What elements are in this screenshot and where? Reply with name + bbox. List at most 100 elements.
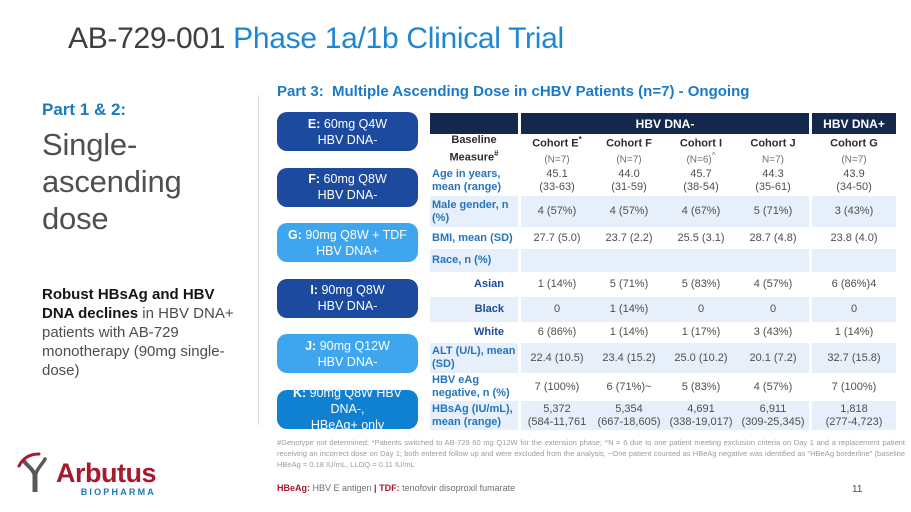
cohort-box-j: J: 90mg Q12W HBV DNA- <box>277 334 418 373</box>
table-cell: 6 (86%)4 <box>831 278 877 290</box>
single-ascending-dose-description: Robust HBsAg and HBV DNA declines in HBV… <box>42 285 242 380</box>
cohort-box-i: I: 90mg Q8W HBV DNA- <box>277 278 418 318</box>
table-cell: 0 <box>812 297 896 322</box>
legend-term-hbeag: HBeAg: <box>277 483 310 493</box>
vertical-divider <box>258 95 259 425</box>
cohort-box-i-line2: HBV DNA- <box>317 299 378 313</box>
table-cell: 5 (71%) <box>609 278 649 290</box>
table-row-race: Race, n (%) <box>430 249 900 272</box>
table-row-race-black: Black 0 1 (14%) 0 0 0 <box>430 297 900 322</box>
table-cell: 6 (71%)~ <box>606 380 652 393</box>
table-cell: 7 (100%) <box>831 380 877 393</box>
table-row-alt: ALT (U/L), mean (SD) 22.4 (10.5) 23.4 (1… <box>430 343 900 373</box>
group-header-empty <box>430 113 518 134</box>
table-cell: 5 (83%) <box>681 278 721 290</box>
single-ascending-dose-heading: Single- ascending dose <box>42 127 182 236</box>
table-cell: 25.5 (3.1) <box>677 231 725 244</box>
table-cell <box>593 249 665 272</box>
table-cell: 1,818 (277-4,723) <box>812 401 896 430</box>
table-cohort-header-row: Baseline Measure# Cohort E* (N=7) Cohort … <box>430 134 900 165</box>
row-label: Asian <box>474 278 504 290</box>
legend-def-hbeag: HBV E antigen <box>310 483 375 493</box>
table-cell <box>521 249 593 272</box>
row-label: HBsAg (IU/mL), mean (range) <box>430 401 518 430</box>
table-cell: 4,691 (338-19,017) <box>665 401 737 430</box>
cohort-box-e: E: 60mg Q4W HBV DNA- <box>277 112 418 151</box>
table-cell: 45.1 (33-63) <box>539 167 575 193</box>
cohort-g-header: Cohort G (N=7) <box>830 137 878 166</box>
table-cell: 5,372 (584-11,761 <box>521 401 593 430</box>
legend-def-tdf: tenofovir disoproxil fumarate <box>399 483 516 493</box>
table-cell: 44.0 (31-59) <box>611 167 647 193</box>
table-cell: 6 (86%) <box>537 326 577 338</box>
logo-wordmark: Arbutus <box>56 458 157 488</box>
part3-title: Part 3: Multiple Ascending Dose in cHBV … <box>277 83 750 100</box>
row-label: Black <box>430 297 518 322</box>
table-cell: 0 <box>737 297 809 322</box>
arbutus-tree-icon <box>16 450 54 497</box>
table-cell: 0 <box>521 297 593 322</box>
table-cell: 4 (57%) <box>593 196 665 227</box>
row-label: White <box>474 326 504 338</box>
table-cell: 45.7 (38-54) <box>683 167 719 193</box>
table-cell: 43.9 (34-50) <box>836 167 872 193</box>
table-cell: 23.7 (2.2) <box>605 231 653 244</box>
group-header-hbv-dna-positive: HBV DNA+ <box>812 113 896 134</box>
table-cell: 4 (67%) <box>665 196 737 227</box>
table-cell: 1 (14%) <box>834 326 874 338</box>
cohort-box-k-line1: K: 90mg Q8W HBV DNA-, <box>292 386 403 416</box>
table-cell: 7 (100%) <box>534 380 580 393</box>
cohort-box-f-line2: HBV DNA- <box>317 188 378 202</box>
table-cell: 20.1 (7.2) <box>737 343 809 373</box>
group-header-hbv-dna-negative: HBV DNA- <box>521 113 809 134</box>
cohort-box-g: G: 90mg Q8W + TDF HBV DNA+ <box>277 223 418 262</box>
row-label: Age in years, mean (range) <box>432 167 502 193</box>
cohort-box-g-line1: G: 90mg Q8W + TDF <box>288 227 407 242</box>
table-cell: 1 (14%) <box>537 278 577 290</box>
table-row-race-asian: Asian 1 (14%) 5 (71%) 5 (83%) 4 (57%) 6 … <box>430 272 900 297</box>
row-label: ALT (U/L), mean (SD) <box>430 343 518 373</box>
table-row-age: Age in years, mean (range) 45.1 (33-63) … <box>430 165 900 196</box>
cohort-box-j-line1: J: 90mg Q12W <box>305 338 390 353</box>
table-row-hbv-eag-negative: HBV eAg negative, n (%) 7 (100%) 6 (71%)… <box>430 373 900 401</box>
slide-title-accent: Phase 1a/1b Clinical Trial <box>233 22 564 55</box>
table-cell: 6,911 (309-25,345) <box>737 401 809 430</box>
table-cell <box>737 249 809 272</box>
table-row-hbsag: HBsAg (IU/mL), mean (range) 5,372 (584-1… <box>430 401 900 430</box>
table-cell: 5 (83%) <box>681 380 721 393</box>
table-cell: 1 (14%) <box>609 326 649 338</box>
cohort-box-k: K: 90mg Q8W HBV DNA-, HBeAg+ only <box>277 386 418 432</box>
table-cell: 4 (57%) <box>521 196 593 227</box>
baseline-measures-table: HBV DNA- HBV DNA+ Baseline Measure# Coho… <box>430 113 900 430</box>
table-cell: 4 (57%) <box>753 278 793 290</box>
table-cell: 3 (43%) <box>812 196 896 227</box>
row-label: Race, n (%) <box>430 249 518 272</box>
cohort-box-k-line2: HBeAg+ only <box>310 418 385 432</box>
legend-term-tdf: | TDF: <box>374 483 400 493</box>
cohort-box-f-line1: F: 60mg Q8W <box>308 172 387 186</box>
table-cell: 28.7 (4.8) <box>749 231 797 244</box>
table-cell: 5 (71%) <box>737 196 809 227</box>
cohort-j-header: Cohort J N=7) <box>750 137 796 166</box>
part12-kicker: Part 1 & 2: <box>42 100 127 119</box>
cohort-box-i-line1: I: 90mg Q8W <box>310 283 385 297</box>
page-number: 11 <box>852 484 863 495</box>
table-cell: 1 (14%) <box>593 297 665 322</box>
cohort-box-j-line2: HBV DNA- <box>317 354 378 369</box>
cohort-box-f: F: 60mg Q8W HBV DNA- <box>277 167 418 207</box>
table-group-header-row: HBV DNA- HBV DNA+ <box>430 113 900 134</box>
table-row-bmi: BMI, mean (SD) 27.7 (5.0) 23.7 (2.2) 25.… <box>430 227 900 249</box>
cohort-e-header: Cohort E* (N=7) <box>532 134 582 166</box>
description-bold: Robust HBsAg and HBV DNA declines <box>42 286 215 322</box>
table-cell: 27.7 (5.0) <box>533 231 581 244</box>
table-cell: 1 (17%) <box>681 326 721 338</box>
table-cell: 23.8 (4.0) <box>830 231 878 244</box>
table-cell: 44.3 (35-61) <box>755 167 791 193</box>
row-label: Male gender, n (%) <box>430 196 518 227</box>
table-cell: 4 (57%) <box>753 380 793 393</box>
table-row-male-gender: Male gender, n (%) 4 (57%) 4 (57%) 4 (67… <box>430 196 900 227</box>
logo-subtitle: BIOPHARMA <box>80 487 156 497</box>
arbutus-logo: Arbutus BIOPHARMA <box>16 450 157 497</box>
table-row-race-white: White 6 (86%) 1 (14%) 1 (17%) 3 (43%) 1 … <box>430 322 900 343</box>
